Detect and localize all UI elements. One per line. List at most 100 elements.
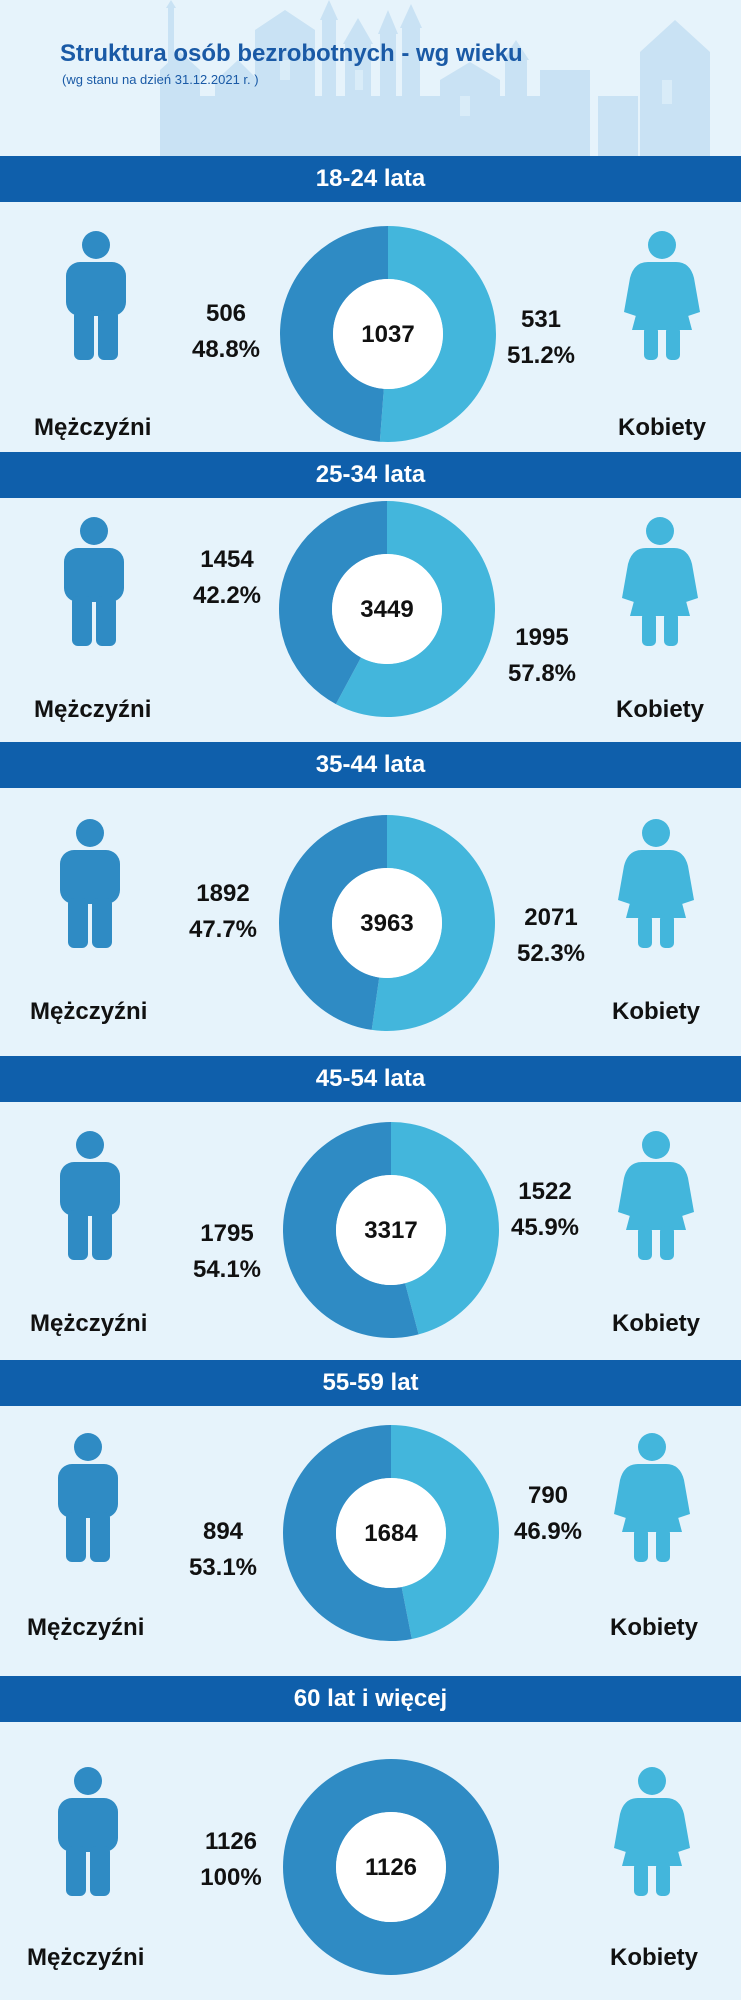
male-stat: 1454 42.2% [179,542,275,614]
male-percent: 47.7% [188,916,258,943]
male-label: Mężczyźni [27,1944,145,1971]
female-count: 1995 [515,624,569,651]
male-label: Mężczyźni [34,414,152,441]
woman-icon [618,819,694,948]
male-count: 894 [202,1518,244,1545]
total-value: 1037 [361,321,414,348]
age-section-60-plus: 60 lat i więcej Mężczyźni 1126 100% 1126… [0,1676,741,2000]
woman-icon [624,231,700,360]
donut-slice-female [379,226,497,442]
age-band-title: 25-34 lata [0,452,741,498]
male-percent: 48.8% [191,336,261,363]
total-value: 3449 [360,596,413,623]
donut-chart: 3317 [282,1122,499,1338]
male-percent: 100% [200,1864,262,1891]
female-count: 1522 [518,1178,572,1205]
donut-slice-female [371,815,495,1031]
female-percent: 51.2% [506,342,576,369]
donut-chart: 1126 [283,1759,499,1975]
donut-chart: 3449 [279,501,496,717]
age-band-title: 45-54 lata [0,1056,741,1102]
donut-slice-female [391,1425,500,1639]
donut-chart: 1684 [283,1425,500,1641]
man-icon [60,819,120,948]
female-percent: 57.8% [507,660,577,687]
female-stat: 1522 45.9% [497,1174,593,1246]
female-percent: 46.9% [513,1518,583,1545]
age-band-title: 60 lat i więcej [0,1676,741,1722]
header: Struktura osób bezrobotnych - wg wieku (… [0,0,741,156]
female-label: Kobiety [612,1310,701,1337]
male-label: Mężczyźni [27,1614,145,1641]
age-section-45-54: 45-54 lata Mężczyźni 1795 54.1% 3317 152… [0,1056,741,1360]
female-label: Kobiety [610,1944,699,1971]
female-stat: 2071 52.3% [503,900,599,972]
age-section-25-34: 25-34 lata Mężczyźni 1454 42.2% 3449 199… [0,452,741,742]
male-count: 1795 [200,1220,254,1247]
donut-slice-male [279,815,387,1030]
woman-icon [618,1131,694,1260]
man-icon [66,231,126,360]
man-icon [58,1767,118,1896]
donut-chart: 3963 [279,815,495,1031]
city-skyline-illustration [160,0,710,156]
age-band-title: 35-44 lata [0,742,741,788]
age-section-55-59: 55-59 lat Mężczyźni 894 53.1% 1684 790 4… [0,1360,741,1676]
female-stat: 531 51.2% [493,302,589,374]
donut-slice-female [391,1122,499,1335]
donut-center [336,1478,446,1588]
total-value: 3963 [360,910,413,937]
donut-slice-male [283,1759,499,1975]
page-subtitle: (wg stanu na dzień 31.12.2021 r. ) [62,72,259,87]
male-stat: 1126 100% [183,1824,279,1896]
donut-slice-male [279,501,387,705]
male-count: 1454 [200,546,254,573]
female-stat: 1995 57.8% [494,620,590,692]
male-percent: 53.1% [188,1554,258,1581]
donut-slice-male [282,1122,419,1338]
male-percent: 42.2% [192,582,262,609]
female-percent: 45.9% [510,1214,580,1241]
donut-slice-male [280,226,388,442]
male-stat: 894 53.1% [175,1514,271,1586]
male-count: 1126 [204,1828,258,1855]
total-value: 3317 [364,1217,417,1244]
female-count: 2071 [524,904,578,931]
page-title: Struktura osób bezrobotnych - wg wieku [60,40,523,67]
male-count: 1892 [196,880,250,907]
total-value: 1126 [365,1854,417,1881]
donut-center [333,279,443,389]
donut-center [336,1812,446,1922]
male-label: Mężczyźni [30,1310,148,1337]
age-section-35-44: 35-44 lata Mężczyźni 1892 47.7% 3963 207… [0,742,741,1056]
woman-icon [614,1767,690,1896]
donut-center [332,554,442,664]
female-label: Kobiety [616,696,705,723]
male-stat: 1795 54.1% [179,1216,275,1288]
donut-center [332,868,442,978]
female-count: 790 [527,1482,569,1509]
donut-chart: 1037 [280,226,497,442]
female-label: Kobiety [618,414,707,441]
male-label: Mężczyźni [34,696,152,723]
donut-slice-male [283,1425,412,1641]
female-count: 531 [520,306,562,333]
female-label: Kobiety [612,998,701,1025]
man-icon [58,1433,118,1562]
age-section-18-24: 18-24 lata Mężczyźni 506 48.8% 1037 531 … [0,156,741,452]
donut-slice-female [335,501,496,717]
female-stat: 790 46.9% [500,1478,596,1550]
male-stat: 506 48.8% [178,296,274,368]
donut-center [336,1175,446,1285]
woman-icon [622,517,698,646]
man-icon [64,517,124,646]
male-stat: 1892 47.7% [175,876,271,948]
age-band-title: 18-24 lata [0,156,741,202]
female-label: Kobiety [610,1614,699,1641]
age-band-title: 55-59 lat [0,1360,741,1406]
female-percent: 52.3% [516,940,586,967]
man-icon [60,1131,120,1260]
total-value: 1684 [364,1520,418,1547]
male-count: 506 [205,300,247,327]
male-label: Mężczyźni [30,998,148,1025]
